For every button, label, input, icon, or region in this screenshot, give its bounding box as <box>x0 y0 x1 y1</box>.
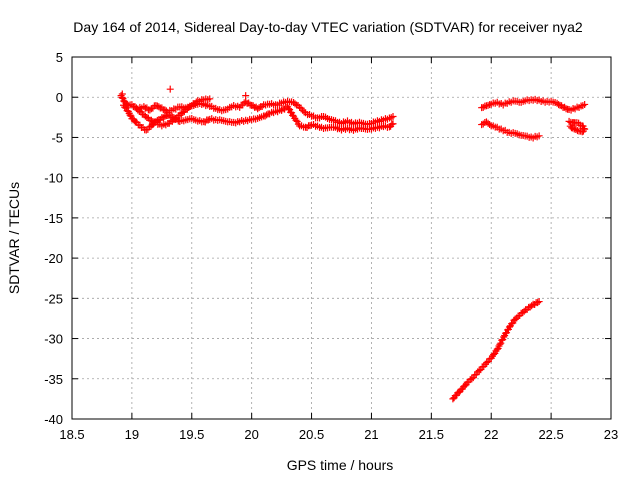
data-point <box>161 112 169 120</box>
data-point <box>206 95 214 103</box>
data-point <box>142 126 150 134</box>
y-tick-label: -25 <box>44 291 63 306</box>
series-track-2 <box>120 101 397 134</box>
data-point <box>535 298 543 306</box>
y-tick-label: 0 <box>56 90 63 105</box>
data-point <box>528 302 536 310</box>
data-point <box>461 382 469 390</box>
data-point <box>291 100 299 108</box>
data-point <box>255 104 263 112</box>
series-track-4 <box>478 95 589 114</box>
data-point <box>479 103 487 111</box>
y-tick-label: -35 <box>44 372 63 387</box>
data-point <box>573 127 581 135</box>
data-point <box>263 111 271 119</box>
data-point <box>497 339 505 347</box>
data-point <box>389 120 397 128</box>
x-tick-label: 23 <box>604 427 618 442</box>
x-axis-label: GPS time / hours <box>287 457 394 473</box>
series-track-3 <box>134 95 214 130</box>
y-tick-label: -20 <box>44 251 63 266</box>
x-tick-label: 21.5 <box>419 427 444 442</box>
y-axis-label: SDTVAR / TECUs <box>6 182 22 294</box>
data-point <box>126 111 134 119</box>
data-point <box>484 101 492 109</box>
x-tick-label: 19.5 <box>179 427 204 442</box>
x-tick-label: 18.5 <box>59 427 84 442</box>
data-point <box>140 103 148 111</box>
data-point <box>468 375 476 383</box>
y-tick-label: -10 <box>44 171 63 186</box>
data-point <box>192 98 200 106</box>
data-point <box>285 105 293 113</box>
data-point <box>558 102 566 110</box>
data-point <box>481 119 489 127</box>
data-point <box>149 117 157 125</box>
series-track-7 <box>449 298 543 403</box>
data-point <box>534 299 542 307</box>
data-point <box>500 333 508 341</box>
data-point <box>565 117 573 125</box>
data-point <box>581 100 589 108</box>
data-point <box>166 85 174 93</box>
data-point <box>486 121 494 129</box>
x-tick-label: 20 <box>244 427 258 442</box>
data-point <box>292 116 300 124</box>
series-track-5 <box>478 118 543 142</box>
data-point <box>579 102 587 110</box>
data-point <box>566 122 574 130</box>
y-tick-label: -40 <box>44 412 63 427</box>
y-tick-label: -5 <box>51 130 63 145</box>
x-tick-label: 22.5 <box>538 427 563 442</box>
y-tick-label: -15 <box>44 211 63 226</box>
x-tick-label: 19 <box>125 427 139 442</box>
data-point <box>490 351 498 359</box>
series-track-6 <box>565 117 589 136</box>
data-point <box>278 106 286 114</box>
series-outliers <box>118 85 250 100</box>
data-point <box>475 366 483 374</box>
data-point <box>249 102 257 110</box>
data-layer <box>117 85 589 403</box>
data-point <box>511 315 519 323</box>
data-point <box>483 358 491 366</box>
y-tick-label: -30 <box>44 332 63 347</box>
data-point <box>118 90 126 98</box>
data-point <box>535 132 543 140</box>
plot-frame <box>71 56 612 420</box>
data-point <box>242 92 250 100</box>
data-point <box>387 114 395 122</box>
data-point <box>155 103 163 111</box>
data-point <box>389 113 397 121</box>
data-point <box>555 101 563 109</box>
data-point <box>121 103 129 111</box>
data-point <box>168 117 176 125</box>
data-point <box>185 103 193 111</box>
y-tick-label: 5 <box>56 50 63 65</box>
tick-layer: 18.5 19 19.5 20 20.5 21 21.5 22 22.5 23 5 0 -5 -10 -15… <box>44 50 618 442</box>
data-point <box>242 98 250 106</box>
x-tick-label: 22 <box>484 427 498 442</box>
data-point <box>496 340 504 348</box>
data-point <box>567 124 575 132</box>
x-tick-label: 20.5 <box>299 427 324 442</box>
chart-title: Day 164 of 2014, Sidereal Day-to-day VTE… <box>73 19 583 35</box>
x-tick-label: 21 <box>364 427 378 442</box>
